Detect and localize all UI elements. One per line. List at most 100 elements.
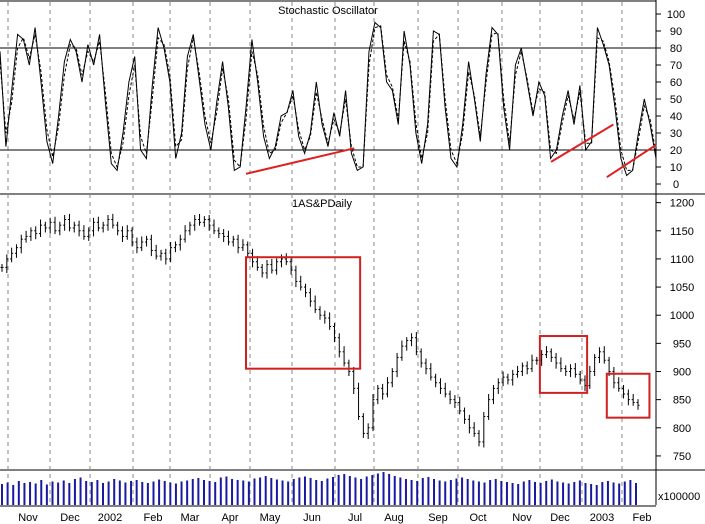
price-bar xyxy=(246,241,250,258)
price-bar xyxy=(424,358,428,375)
price-bar xyxy=(438,378,442,395)
price-bar xyxy=(342,346,346,367)
price-bar xyxy=(588,365,592,389)
price-bar xyxy=(313,295,317,313)
price-bar xyxy=(525,361,529,375)
x-tick-label: Mar xyxy=(181,512,200,524)
price-bar xyxy=(357,382,361,420)
price-bar xyxy=(289,258,293,275)
price-y-tick-label: 1050 xyxy=(670,282,694,294)
price-bar xyxy=(0,263,4,272)
price-bar xyxy=(125,225,129,240)
price-bar xyxy=(516,365,520,378)
price-bar xyxy=(24,230,28,243)
price-bar xyxy=(559,357,563,373)
price-bar xyxy=(294,265,298,288)
price-bar xyxy=(130,227,134,247)
price-bar xyxy=(116,221,120,236)
price-bar xyxy=(106,215,110,231)
price-bar xyxy=(352,366,356,395)
price-bar xyxy=(371,394,375,432)
price-bar xyxy=(87,227,91,241)
price-bar xyxy=(270,258,274,274)
x-tick-label: Dec xyxy=(60,512,80,524)
price-bar xyxy=(120,226,124,243)
price-bar xyxy=(564,365,568,376)
stoch-signal-line xyxy=(0,25,657,171)
price-bar xyxy=(554,352,558,369)
price-bar xyxy=(463,407,467,424)
price-bar xyxy=(376,385,380,405)
price-y-tick-label: 1100 xyxy=(670,254,694,266)
price-bar xyxy=(82,225,86,240)
x-tick-label: Dec xyxy=(550,512,570,524)
stochastic-title: Stochastic Oscillator xyxy=(278,5,378,17)
price-bar xyxy=(434,373,438,388)
price-bar xyxy=(390,368,394,388)
price-bar xyxy=(48,217,52,234)
price-bar xyxy=(19,234,23,254)
price-bar xyxy=(198,213,202,226)
price-bar xyxy=(72,221,76,233)
price-bar xyxy=(265,260,269,279)
price-bar xyxy=(366,423,370,440)
price-bar xyxy=(622,385,626,399)
price-bar xyxy=(617,377,621,392)
price-bar xyxy=(578,370,582,385)
panel-frames xyxy=(0,0,705,507)
price-bar xyxy=(43,221,47,233)
price-y-tick-label: 750 xyxy=(673,451,691,463)
annotation-box xyxy=(245,256,362,370)
stoch-y-tick-label: 60 xyxy=(670,77,682,89)
price-bar xyxy=(328,312,332,330)
price-y-tick-label: 1150 xyxy=(670,226,694,238)
stoch-y-tick-label: 50 xyxy=(670,94,682,106)
x-tick-label: Nov xyxy=(18,512,38,524)
price-bar xyxy=(612,366,616,389)
price-bar xyxy=(14,244,18,258)
price-bar xyxy=(222,229,226,243)
price-bar xyxy=(183,225,187,243)
price-bar xyxy=(626,389,630,406)
price-bar xyxy=(506,373,510,385)
stoch-y-tick-label: 90 xyxy=(670,26,682,38)
x-tick-label: Sep xyxy=(428,512,448,524)
x-tick-label: May xyxy=(260,512,281,524)
price-bar xyxy=(482,412,486,448)
annotation-box xyxy=(538,335,589,394)
price-bar xyxy=(164,248,168,265)
price-bar xyxy=(159,249,163,261)
price-bar xyxy=(381,383,385,400)
price-bar xyxy=(549,348,553,362)
x-tick-label: Nov xyxy=(512,512,532,524)
volume-panel xyxy=(1,472,637,505)
price-bar xyxy=(593,354,597,376)
x-tick-label: Jun xyxy=(303,512,321,524)
stoch-y-tick-label: 40 xyxy=(670,111,682,123)
x-tick-label: 2002 xyxy=(98,512,122,524)
price-bar xyxy=(10,247,14,263)
stoch-y-tick-label: 70 xyxy=(670,60,682,72)
price-bar xyxy=(308,288,312,307)
price-bar xyxy=(145,235,149,247)
price-bar xyxy=(96,216,100,232)
x-tick-label: Apr xyxy=(221,512,238,524)
stoch-y-tick-label: 20 xyxy=(670,145,682,157)
price-bar xyxy=(318,306,322,320)
price-bar xyxy=(520,362,524,376)
price-bar xyxy=(193,215,197,231)
price-bar xyxy=(236,234,240,254)
x-tick-label: Feb xyxy=(144,512,163,524)
x-tick-label: Jul xyxy=(348,512,362,524)
price-bar xyxy=(241,239,245,252)
price-bar xyxy=(395,352,399,378)
x-tick-label: 2003 xyxy=(590,512,614,524)
price-bar xyxy=(443,382,447,398)
price-bar xyxy=(188,221,192,236)
x-tick-label: Aug xyxy=(384,512,404,524)
price-bar xyxy=(101,221,105,233)
price-bar xyxy=(202,216,206,227)
stoch-y-tick-label: 10 xyxy=(670,162,682,174)
